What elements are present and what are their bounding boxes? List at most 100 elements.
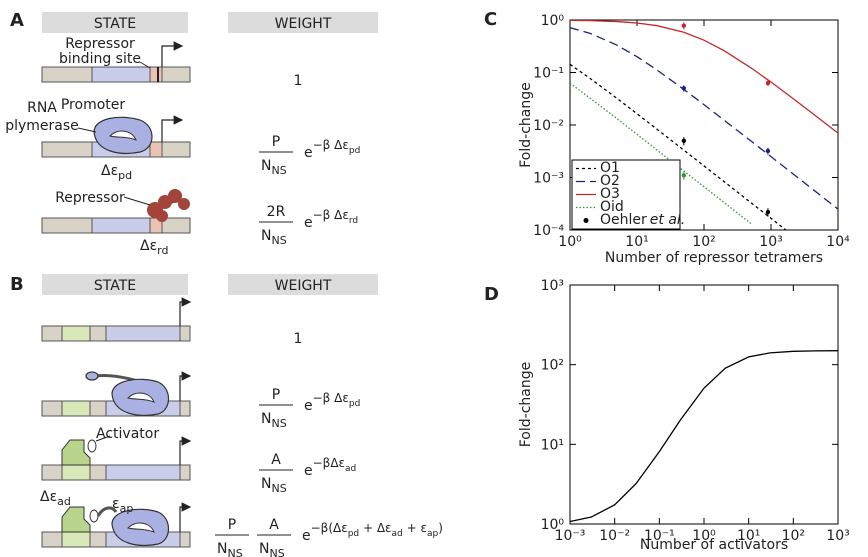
panel-letter: B: [10, 274, 24, 295]
base: e: [304, 398, 313, 414]
den-sub: NS: [271, 164, 286, 177]
state-header: STATE: [94, 278, 136, 294]
data-point: [681, 138, 687, 144]
den-main: N: [261, 411, 271, 427]
base: e: [304, 463, 313, 479]
exp-sub: rd: [349, 216, 358, 226]
panel-letter: C: [484, 9, 497, 30]
panel-letter: D: [484, 284, 499, 305]
legend-label: Oehler et al.: [600, 212, 685, 228]
den-sub: NS: [271, 482, 286, 495]
pointer: [77, 127, 97, 133]
y-tick-label: 10⁰: [541, 517, 565, 533]
den-main: N: [259, 541, 269, 557]
legend-label: O3: [600, 186, 620, 202]
numerator: P: [272, 387, 280, 403]
label: εap: [112, 496, 133, 515]
legend-swatch: [583, 218, 589, 223]
x-tick-label: 10²: [782, 528, 805, 544]
exp-sub: ad: [345, 464, 356, 474]
exp-text: −βΔε: [313, 456, 345, 470]
repressor: [147, 189, 190, 222]
exp-text: −β Δε: [313, 138, 349, 152]
plot-frame: [569, 284, 839, 525]
numerator: P: [228, 517, 236, 533]
label-sub: ad: [57, 495, 71, 508]
exp-sub: ad: [392, 529, 403, 539]
legend-label: O2: [600, 173, 620, 189]
denominator: NNS: [261, 411, 287, 430]
denominator: NNS: [261, 158, 287, 177]
data-point: [765, 80, 771, 86]
label-sub: pd: [118, 169, 132, 182]
label: Activator: [96, 426, 159, 442]
den-sub: NS: [227, 547, 242, 557]
den-sub: NS: [271, 417, 286, 430]
exp-text: −β(Δε: [311, 521, 348, 535]
label-main: Δε: [140, 238, 157, 254]
exp-text: −β Δε: [313, 391, 349, 405]
weight: 1: [294, 73, 303, 89]
arrow: [161, 115, 184, 142]
x-tick-label: 10⁻¹: [644, 528, 675, 544]
label-sub: ap: [120, 502, 134, 515]
y-tick-label: 10⁻²: [533, 118, 564, 134]
promoter: [91, 66, 151, 83]
exponential: e−β Δεpd: [304, 391, 360, 414]
x-tick-label: 10¹: [625, 234, 648, 250]
exponential: e−β Δεrd: [304, 208, 358, 231]
promoter: [91, 217, 151, 234]
denominator: NNS: [261, 228, 287, 247]
legend-label: O1: [600, 160, 620, 176]
numerator: A: [271, 452, 281, 468]
label-main: Δε: [101, 163, 118, 179]
label: Δεrd: [140, 238, 168, 257]
label-main: Δε: [40, 489, 57, 505]
curve: [570, 27, 838, 210]
label: RNA: [27, 100, 57, 116]
label: binding site: [59, 51, 141, 67]
x-tick-label: 10³: [826, 528, 849, 544]
exp-text: + ε: [403, 521, 427, 535]
den-sub: NS: [269, 547, 284, 557]
panel-b: B STATE WEIGHT Activator Δεad εap: [10, 274, 378, 548]
arrow: [161, 41, 184, 67]
x-tick-label: 10⁰: [558, 234, 582, 250]
polymerase-cleft: [109, 130, 137, 141]
base: e: [304, 145, 313, 161]
den-main: N: [261, 476, 271, 492]
state-header: STATE: [94, 16, 136, 32]
header-bar: [228, 274, 378, 295]
exp-text: −β Δε: [313, 208, 349, 222]
exp-text: ): [438, 521, 443, 535]
operator: [149, 141, 163, 158]
header-bar: [42, 274, 188, 295]
label: Repressor: [65, 36, 135, 52]
activator: [61, 435, 111, 466]
label-sub: rd: [157, 244, 168, 257]
x-tick-label: 10⁰: [692, 528, 716, 544]
legend-name-italic: et al.: [650, 212, 685, 228]
operator: [149, 66, 163, 83]
x-tick-label: 10¹: [737, 528, 760, 544]
numerator: A: [269, 517, 279, 533]
label: Repressor: [55, 190, 125, 206]
data-point: [681, 23, 687, 28]
base: e: [302, 528, 311, 544]
den-sub: NS: [271, 234, 286, 247]
base: e: [304, 215, 313, 231]
weight: 1: [294, 331, 303, 347]
x-axis-label: Number of repressor tetramers: [605, 250, 823, 266]
exp-text: + Δε: [359, 521, 391, 535]
exponential: e−β(Δεpd + Δεad + εap): [302, 521, 443, 544]
legend-label: Oid: [600, 199, 624, 215]
numerator: P: [272, 134, 280, 150]
curve: [570, 63, 787, 230]
label: Δεpd: [101, 163, 132, 182]
header-bar: [228, 12, 378, 33]
exponential: e−βΔεad: [304, 456, 356, 479]
curve: [570, 20, 838, 134]
activator-polymerase: [61, 506, 170, 546]
panel-a: A STATE WEIGHT Repressor binding site Pr…: [5, 10, 378, 257]
